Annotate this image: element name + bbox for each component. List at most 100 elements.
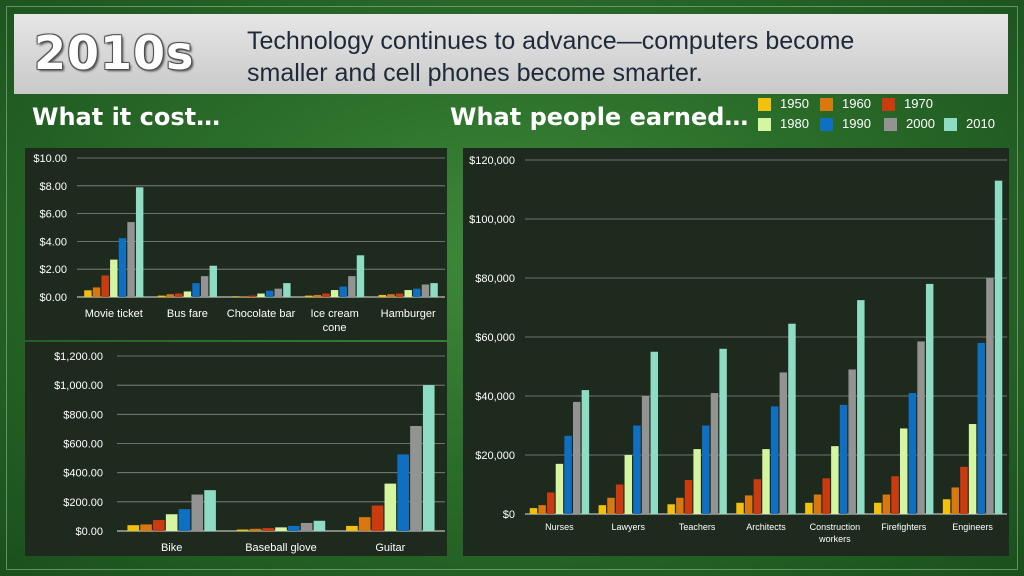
bar-2010 [925, 283, 934, 514]
category-label: Lawyers [612, 522, 646, 532]
category-label: cone [323, 322, 347, 334]
y-tick-label: $600.00 [63, 439, 103, 451]
bar-1990 [908, 393, 917, 514]
bar-1950 [236, 529, 249, 531]
bar-1960 [676, 497, 684, 514]
y-tick-label: $4.00 [39, 236, 67, 248]
y-tick-label: $6.00 [39, 209, 67, 221]
bar-1960 [882, 494, 891, 514]
bar-2000 [848, 369, 856, 514]
category-label: Teachers [679, 522, 716, 532]
subtitle-line-2: smaller and cell phones become smarter. [247, 59, 703, 87]
y-tick-label: $8.00 [39, 181, 67, 193]
category-label: workers [818, 534, 851, 544]
bar-1970 [547, 492, 555, 514]
bar-2010 [204, 490, 216, 531]
small-items-chart-panel: $0.00 $2.00 $4.00 $6.00 $8.00 $10.00 Movie tic… [25, 148, 447, 340]
bar-2010 [313, 520, 326, 531]
bar-1970 [684, 480, 693, 514]
bar-1990 [288, 525, 300, 531]
bar-2000 [573, 401, 581, 514]
era-title: 2010s [34, 26, 195, 80]
bar-1950 [157, 295, 166, 297]
bar-1990 [118, 238, 127, 297]
bar-1950 [84, 290, 92, 297]
y-tick-label: $100,000 [469, 214, 515, 226]
bar-1950 [667, 504, 675, 514]
bar-2000 [300, 522, 313, 531]
bar-1980 [899, 428, 908, 514]
page-subtitle: Technology continues to advance—computer… [247, 25, 987, 89]
legend-swatch [882, 98, 895, 111]
bar-1960 [387, 294, 395, 297]
bar-1970 [153, 520, 165, 531]
bar-1980 [555, 463, 564, 514]
small-items-chart: $0.00 $2.00 $4.00 $6.00 $8.00 $10.00 Movie tic… [33, 153, 445, 334]
y-tick-label: $800.00 [63, 409, 103, 421]
bar-1950 [346, 525, 358, 531]
legend-label: 1980 [780, 116, 809, 131]
bar-2010 [356, 255, 365, 297]
category-label: Movie ticket [85, 308, 143, 320]
bar-2000 [191, 494, 204, 531]
bar-1990 [265, 290, 274, 297]
bar-1950 [127, 525, 140, 531]
y-tick-label: $0 [503, 509, 515, 521]
bar-1980 [257, 293, 265, 297]
bar-2000 [127, 222, 135, 297]
legend-swatch [884, 118, 897, 131]
bar-1990 [977, 342, 985, 514]
bar-1950 [942, 499, 951, 514]
legend-swatch [820, 98, 833, 111]
bar-1980 [624, 455, 633, 514]
bar-1970 [175, 293, 183, 297]
bar-1990 [702, 425, 710, 514]
y-tick-label: $400.00 [63, 468, 103, 480]
category-label: Firefighters [881, 522, 927, 532]
bar-1970 [822, 478, 830, 514]
y-tick-label: $60,000 [475, 332, 515, 344]
bar-2000 [348, 276, 356, 297]
y-tick-label: $1,000.00 [54, 380, 103, 392]
bar-1980 [693, 449, 701, 514]
category-label: Hamburger [381, 308, 436, 320]
bar-2000 [917, 341, 925, 514]
category-label: Architects [746, 522, 786, 532]
salaries-chart: $0 $20,000 $40,000 $60,000 $80,000 $100,000 $1… [469, 155, 1007, 544]
bar-1980 [330, 290, 339, 297]
bar-2010 [994, 180, 1003, 514]
legend-swatch [758, 118, 771, 131]
bar-1960 [249, 528, 262, 531]
bar-2010 [209, 265, 217, 297]
bar-1980 [404, 290, 412, 297]
bar-2010 [135, 187, 144, 297]
bar-1950 [529, 508, 538, 514]
y-tick-label: $20,000 [475, 450, 515, 462]
bar-1950 [305, 295, 313, 297]
bar-1960 [744, 495, 753, 514]
subtitle-line-1: Technology continues to advance—computer… [247, 27, 855, 55]
bar-2000 [421, 284, 430, 297]
bar-1970 [371, 505, 384, 531]
y-tick-label: $1,200.00 [54, 351, 103, 363]
bar-1960 [358, 517, 371, 531]
bar-2000 [641, 396, 650, 514]
category-label: Guitar [375, 542, 405, 554]
bar-2010 [422, 385, 435, 531]
earned-section-title: What people earned… [450, 103, 749, 131]
bar-1970 [615, 484, 624, 514]
bar-1980 [968, 424, 977, 514]
bar-1980 [165, 514, 178, 531]
chart-legend: 1950 1960 1970 1980 1990 2000 2010 [758, 96, 1008, 138]
legend-label: 1970 [904, 96, 933, 111]
bar-1960 [240, 296, 248, 297]
category-label: Ice cream [310, 308, 358, 320]
bar-2010 [719, 348, 727, 514]
bar-1990 [564, 435, 572, 514]
bar-2000 [779, 372, 788, 514]
header-bar [14, 14, 1008, 94]
bar-2010 [788, 323, 796, 514]
bar-1990 [339, 286, 347, 297]
y-tick-label: $40,000 [475, 391, 515, 403]
bar-1970 [395, 293, 404, 297]
